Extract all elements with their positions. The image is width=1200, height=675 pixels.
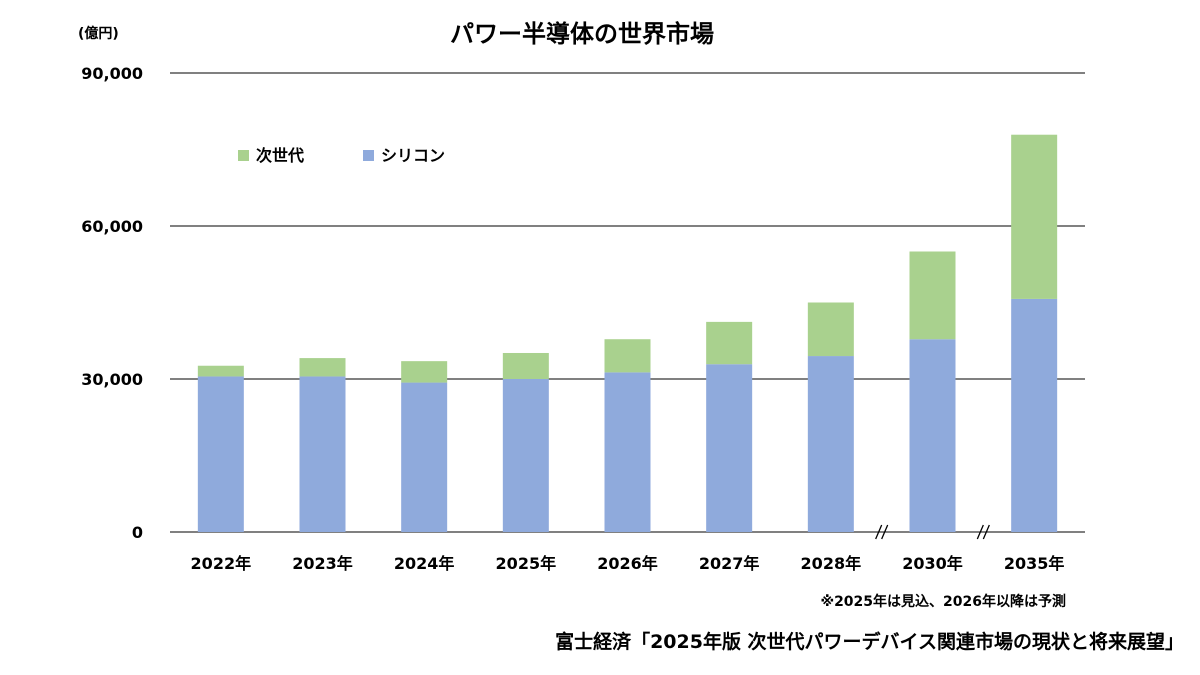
bar-silicon [502, 379, 549, 532]
source-citation: 富士経済「2025年版 次世代パワーデバイス関連市場の現状と将来展望」 [555, 630, 1184, 653]
bar-silicon [401, 382, 448, 532]
legend-swatch-next-gen [238, 150, 249, 161]
bars [197, 134, 1058, 532]
x-tick-label: 2024年 [394, 554, 455, 573]
x-tick-label: 2023年 [292, 554, 353, 573]
bar-next-gen [706, 321, 753, 365]
x-tick-label: 2027年 [699, 554, 760, 573]
bar-next-gen [197, 365, 244, 377]
bar-silicon [197, 376, 244, 532]
bar-silicon [706, 364, 753, 532]
bar-next-gen [299, 358, 346, 377]
axis-break-mark [982, 524, 990, 540]
y-tick-label: 0 [132, 523, 143, 542]
axis-break-mark [875, 524, 883, 540]
x-tick-label: 2026年 [597, 554, 658, 573]
bar-silicon [1011, 298, 1058, 532]
x-tick-label: 2022年 [191, 554, 252, 573]
bar-next-gen [807, 302, 854, 357]
legend: 次世代 シリコン [238, 146, 445, 165]
axis-break-mark [881, 524, 889, 540]
axis-break-mark [976, 524, 984, 540]
x-tick-label: 2028年 [801, 554, 862, 573]
y-axis-unit-label: (億円) [78, 25, 119, 42]
bar-next-gen [909, 251, 956, 340]
legend-swatch-silicon [363, 150, 374, 161]
x-tick-label: 2025年 [496, 554, 557, 573]
bar-silicon [909, 339, 956, 532]
bar-silicon [807, 356, 854, 532]
x-tick-label: 2030年 [902, 554, 963, 573]
bar-silicon [604, 372, 651, 532]
x-axis-tick-labels: 2022年 2023年 2024年 2025年 2026年 2027年 2028年 2030年… [191, 554, 1065, 573]
bar-silicon [299, 376, 346, 532]
y-axis-tick-labels: 0 30,000 60,000 90,000 [81, 64, 143, 542]
legend-label-next-gen: 次世代 [256, 146, 304, 165]
bar-next-gen [401, 361, 448, 383]
bar-next-gen [502, 352, 549, 379]
bar-next-gen [604, 339, 651, 373]
y-tick-label: 30,000 [81, 370, 143, 389]
forecast-note: ※2025年は見込、2026年以降は予測 [820, 593, 1066, 610]
y-tick-label: 90,000 [81, 64, 143, 83]
x-tick-label: 2035年 [1004, 554, 1065, 573]
chart-title: パワー半導体の世界市場 [450, 20, 714, 48]
y-tick-label: 60,000 [81, 217, 143, 236]
bar-next-gen [1011, 134, 1058, 299]
axis-break-marks [875, 524, 990, 540]
legend-label-silicon: シリコン [381, 146, 445, 165]
